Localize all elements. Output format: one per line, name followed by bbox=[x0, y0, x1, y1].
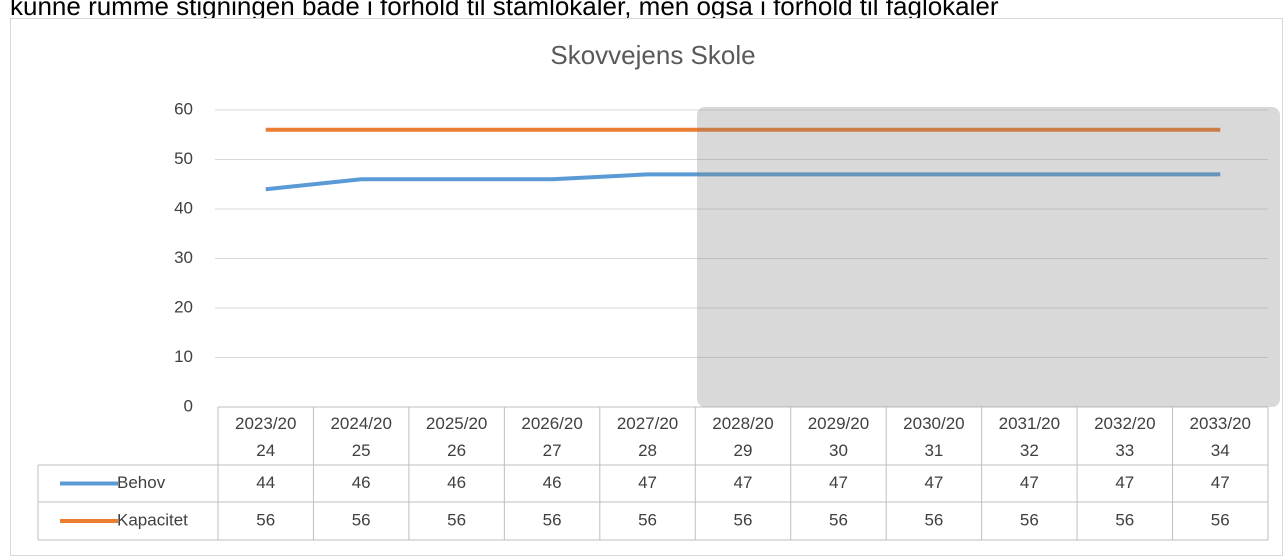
table-value: 56 bbox=[1115, 510, 1134, 529]
x-tick-label: 2028/20 29 bbox=[712, 414, 773, 460]
x-tick-label: 2026/20 27 bbox=[521, 414, 582, 460]
chart-border bbox=[10, 18, 1283, 556]
shaded-region bbox=[697, 107, 1280, 407]
table-value: 47 bbox=[829, 473, 848, 492]
x-tick-label: 2023/20 24 bbox=[235, 414, 296, 460]
table-value: 56 bbox=[734, 510, 753, 529]
x-tick-label: 2033/20 34 bbox=[1190, 414, 1251, 460]
table-value: 56 bbox=[256, 510, 275, 529]
table-value: 56 bbox=[447, 510, 466, 529]
series-line bbox=[265, 172, 1221, 192]
y-tick-label: 0 bbox=[184, 396, 193, 415]
table-value: 47 bbox=[1115, 473, 1134, 492]
y-tick-label: 30 bbox=[174, 248, 193, 267]
table-value: 56 bbox=[1211, 510, 1230, 529]
table-value: 47 bbox=[924, 473, 943, 492]
table-value: 56 bbox=[543, 510, 562, 529]
table-value: 47 bbox=[1211, 473, 1230, 492]
table-value: 47 bbox=[1020, 473, 1039, 492]
x-tick-label: 2025/20 26 bbox=[426, 414, 487, 460]
y-tick-label: 40 bbox=[174, 198, 193, 217]
y-tick-label: 50 bbox=[174, 149, 193, 168]
table-value: 46 bbox=[543, 473, 562, 492]
x-tick-label: 2027/20 28 bbox=[617, 414, 678, 460]
x-tick-label: 2031/20 32 bbox=[999, 414, 1060, 460]
plot: 0 10 20 30 40 50 60 2023/20 24 2024/20 25 2025/20 26… bbox=[37, 99, 1269, 541]
x-tick-label: 2024/20 25 bbox=[330, 414, 391, 460]
legend-label: Behov bbox=[117, 473, 166, 492]
table-value: 56 bbox=[924, 510, 943, 529]
table-value: 47 bbox=[638, 473, 657, 492]
table-value: 46 bbox=[352, 473, 371, 492]
y-tick-label: 60 bbox=[174, 99, 193, 118]
x-tick-label: 2030/20 31 bbox=[903, 414, 964, 460]
table-value: 47 bbox=[734, 473, 753, 492]
table-value: 46 bbox=[447, 473, 466, 492]
y-tick-label: 10 bbox=[174, 347, 193, 366]
table-value: 56 bbox=[829, 510, 848, 529]
chart-title: Skovvejens Skole bbox=[550, 40, 755, 70]
page-text: kunne rumme stigningen både i forhold ti… bbox=[10, 0, 999, 21]
x-tick-label: 2032/20 33 bbox=[1094, 414, 1155, 460]
x-tick-label: 2029/20 30 bbox=[808, 414, 869, 460]
table-value: 44 bbox=[256, 473, 275, 492]
table-value: 56 bbox=[638, 510, 657, 529]
table-value: 56 bbox=[352, 510, 371, 529]
legend-label: Kapacitet bbox=[117, 510, 188, 529]
table-value: 56 bbox=[1020, 510, 1039, 529]
y-tick-label: 20 bbox=[174, 297, 193, 316]
